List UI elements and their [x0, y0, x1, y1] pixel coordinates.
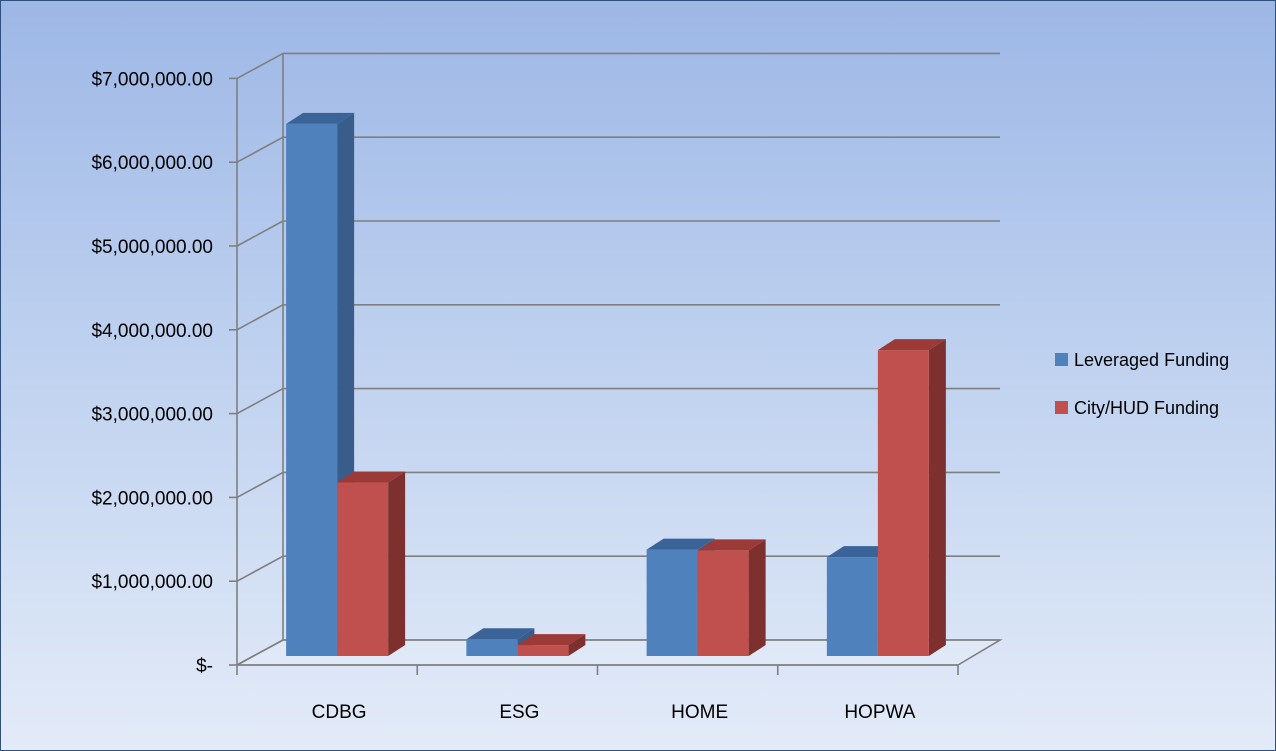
x-category-label: HOPWA — [844, 702, 915, 723]
x-category-labels: CDBG ESG HOME HOPWA — [312, 702, 916, 723]
y-tick-label: $4,000,000.00 — [91, 321, 213, 342]
bar-top — [337, 471, 406, 483]
side-wall-line — [236, 52, 284, 80]
y-tick-label: $1,000,000.00 — [91, 572, 213, 593]
bar — [517, 645, 569, 656]
x-category-label: ESG — [499, 702, 539, 723]
bar-side — [748, 539, 766, 656]
bar — [826, 557, 878, 656]
y-tick-label: $6,000,000.00 — [91, 153, 213, 174]
legend: Leveraged Funding City/HUD Funding — [1055, 350, 1229, 418]
y-tick-labels: $- $1,000,000.00 $2,000,000.00 $3,000,000.0… — [91, 69, 213, 677]
side-wall-line — [236, 387, 284, 415]
side-wall-line — [236, 220, 284, 247]
bar-side — [568, 634, 586, 656]
legend-swatch — [1055, 353, 1068, 366]
bar — [337, 482, 389, 656]
bar — [466, 639, 518, 656]
bar-top — [877, 339, 946, 351]
bars — [286, 112, 946, 657]
side-wall-line — [236, 471, 284, 499]
y-tick-label: $- — [196, 656, 213, 677]
legend-label: Leveraged Funding — [1074, 350, 1229, 370]
y-tick-label: $3,000,000.00 — [91, 405, 213, 426]
bar-side — [388, 471, 406, 656]
x-category-label: CDBG — [312, 702, 367, 723]
y-tick-label: $7,000,000.00 — [91, 69, 213, 90]
side-wall-line — [236, 555, 284, 582]
axes — [229, 77, 1003, 675]
bar-top — [466, 628, 535, 640]
bar-top — [697, 539, 766, 551]
bar-top — [286, 112, 355, 124]
legend-label: City/HUD Funding — [1074, 398, 1219, 418]
y-tick-label: $5,000,000.00 — [91, 237, 213, 258]
x-category-label: HOME — [671, 702, 728, 723]
side-wall-line — [236, 304, 284, 331]
y-tick-label: $2,000,000.00 — [91, 488, 213, 509]
bar — [286, 123, 338, 657]
bar-top — [517, 634, 586, 646]
bar — [697, 550, 749, 656]
bar-top — [646, 538, 715, 550]
bar — [877, 350, 929, 656]
side-wall-line — [236, 136, 284, 163]
bar — [646, 549, 698, 656]
bar-side — [928, 339, 946, 656]
legend-swatch — [1055, 401, 1068, 414]
